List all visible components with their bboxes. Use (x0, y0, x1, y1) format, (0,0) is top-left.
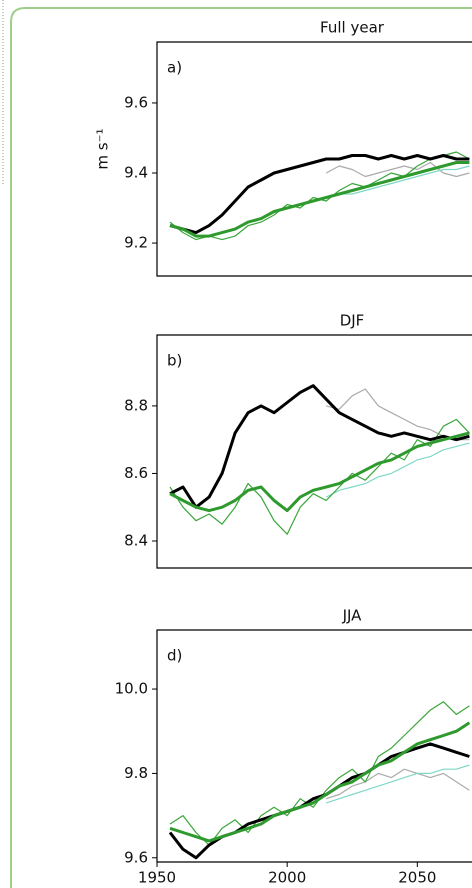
x-tick-label: 2000 (268, 869, 306, 887)
y-tick-label: 8.4 (124, 531, 148, 549)
series-line (326, 768, 470, 800)
y-axis-label: m s⁻¹ (94, 128, 112, 169)
series-line (169, 431, 470, 513)
series-line (169, 721, 471, 843)
panel-title: Full year (320, 19, 385, 37)
series-line (168, 742, 470, 860)
panel-label: b) (167, 352, 182, 370)
y-tick-label: 9.4 (124, 164, 148, 182)
panel-label: d) (167, 647, 182, 665)
y-tick-label: 8.6 (124, 464, 148, 482)
axes-box (156, 41, 472, 277)
frame (10, 7, 472, 888)
x-tick-label: 1950 (138, 869, 176, 887)
series-line (326, 764, 470, 804)
series-line (325, 161, 470, 178)
series-line (169, 161, 470, 238)
series-line (325, 442, 470, 498)
series-line (326, 165, 470, 199)
y-tick-label: 9.2 (124, 234, 148, 252)
y-tick-label: 10.0 (115, 680, 148, 698)
panel-label: a) (167, 59, 182, 77)
panel-title: JJA (342, 607, 363, 625)
series-line (326, 388, 470, 441)
x-tick-label: 2050 (398, 869, 436, 887)
series-line (169, 418, 470, 535)
y-tick-label: 9.6 (124, 93, 148, 111)
y-tick-label: 8.8 (124, 396, 148, 414)
axes-box (156, 334, 472, 569)
series-line (169, 154, 470, 235)
y-tick-label: 9.6 (124, 848, 148, 866)
y-tick-label: 9.8 (124, 764, 148, 782)
axes-box (156, 629, 472, 863)
series-line (169, 384, 470, 509)
panel-title: DJF (340, 312, 365, 330)
